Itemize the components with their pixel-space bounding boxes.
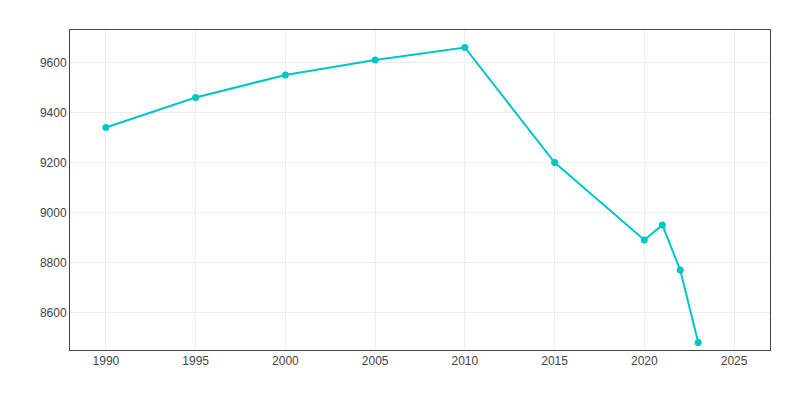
svg-text:9600: 9600 <box>40 56 67 70</box>
svg-text:2015: 2015 <box>541 354 568 368</box>
svg-text:8600: 8600 <box>40 306 67 320</box>
svg-text:9200: 9200 <box>40 156 67 170</box>
svg-text:2000: 2000 <box>272 354 299 368</box>
svg-text:2020: 2020 <box>631 354 658 368</box>
svg-text:2010: 2010 <box>452 354 479 368</box>
svg-text:9000: 9000 <box>40 206 67 220</box>
svg-text:9400: 9400 <box>40 106 67 120</box>
svg-text:1995: 1995 <box>182 354 209 368</box>
svg-text:2005: 2005 <box>362 354 389 368</box>
svg-text:2025: 2025 <box>721 354 748 368</box>
svg-text:8800: 8800 <box>40 256 67 270</box>
svg-text:1990: 1990 <box>93 354 120 368</box>
